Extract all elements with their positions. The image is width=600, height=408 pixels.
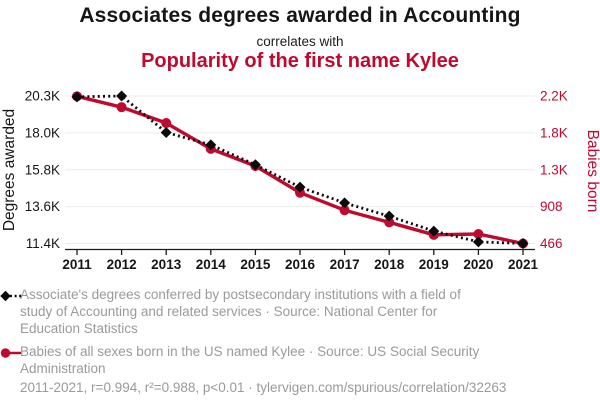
x-axis-tick-label: 2019 [419,257,449,272]
black-diamond-dashed-line-icon [0,290,22,302]
correlates-with-text: correlates with [256,34,344,49]
x-axis-tick-label: 2012 [107,257,137,272]
left-axis-tick-label: 15.8K [25,162,60,177]
right-axis-tick-label: 2.2K [540,89,568,104]
right-axis-tick-label: 908 [540,199,563,214]
babies-series-marker [384,217,395,228]
degrees-series-marker [383,210,395,222]
chart-legend: Associate's degrees conferred by postsec… [0,286,600,383]
legend-degrees-text: Associate's degrees conferred by postsec… [20,286,580,337]
left-axis-tick-label: 11.4K [26,236,60,251]
babies-series-marker [161,118,172,129]
legend-line: Babies of all sexes born in the US named… [20,344,480,359]
x-axis-tick-label: 2016 [285,257,316,272]
stats-footer: 2011-2021, r=0.994, r²=0.988, p<0.01 · t… [20,380,507,395]
x-axis-tick-label: 2011 [62,257,92,272]
left-axis-tick-label: 13.6K [25,199,60,214]
legend-line: Administration [20,361,106,376]
x-axis-tick-label: 2013 [151,257,182,272]
degrees-series-marker [116,90,128,102]
right-axis-tick-label: 1.3K [540,162,568,177]
babies-series-marker [473,228,484,239]
legend-entry-degrees: Associate's degrees conferred by postsec… [0,286,580,337]
degrees-series-marker [160,126,172,138]
chart-svg: 20.3K 2.2K 18.0K 1.8K 15.8K 1.3K 13.6K 908 11.4K… [1,89,600,273]
x-axis-tick-label: 2018 [374,257,405,272]
degrees-series-marker [294,181,306,193]
legend-line: Associate's degrees conferred by postsec… [20,287,461,302]
legend-entry-babies: Babies of all sexes born in the US named… [0,343,580,377]
legend-line: Education Statistics [20,321,138,336]
babies-series-marker [295,187,305,198]
page-title: Associates degrees awarded in Accounting [79,4,521,27]
x-axis-tick-label: 2015 [240,257,271,272]
right-axis-tick-label: 466 [540,236,563,251]
red-circle-solid-line-icon [0,348,21,358]
left-axis-title: Degrees awarded [1,109,18,231]
legend-babies-text: Babies of all sexes born in the US named… [20,343,580,377]
degrees-series-marker [428,225,440,237]
x-axis-tick-label: 2017 [330,257,360,272]
left-axis-tick-label: 18.0K [25,125,60,140]
legend-line: study of Accounting and related services… [20,304,438,319]
babies-series-marker [339,205,350,216]
x-axis-tick-label: 2021 [508,257,539,272]
degrees-series-marker [205,139,217,151]
left-axis-tick-label: 20.3K [25,89,60,104]
right-axis-tick-label: 1.8K [540,125,568,140]
right-axis-title: Babies born [584,130,600,213]
correlated-variable-title: Popularity of the first name Kylee [141,50,459,72]
degrees-series-marker [472,236,484,248]
degrees-series-marker [71,91,83,103]
x-axis-tick-label: 2014 [196,257,227,272]
degrees-series-marker [517,238,529,249]
babies-series-marker [116,102,127,113]
degrees-series-marker [339,197,351,209]
x-axis-tick-label: 2020 [463,257,493,272]
degrees-series-marker [249,159,261,171]
